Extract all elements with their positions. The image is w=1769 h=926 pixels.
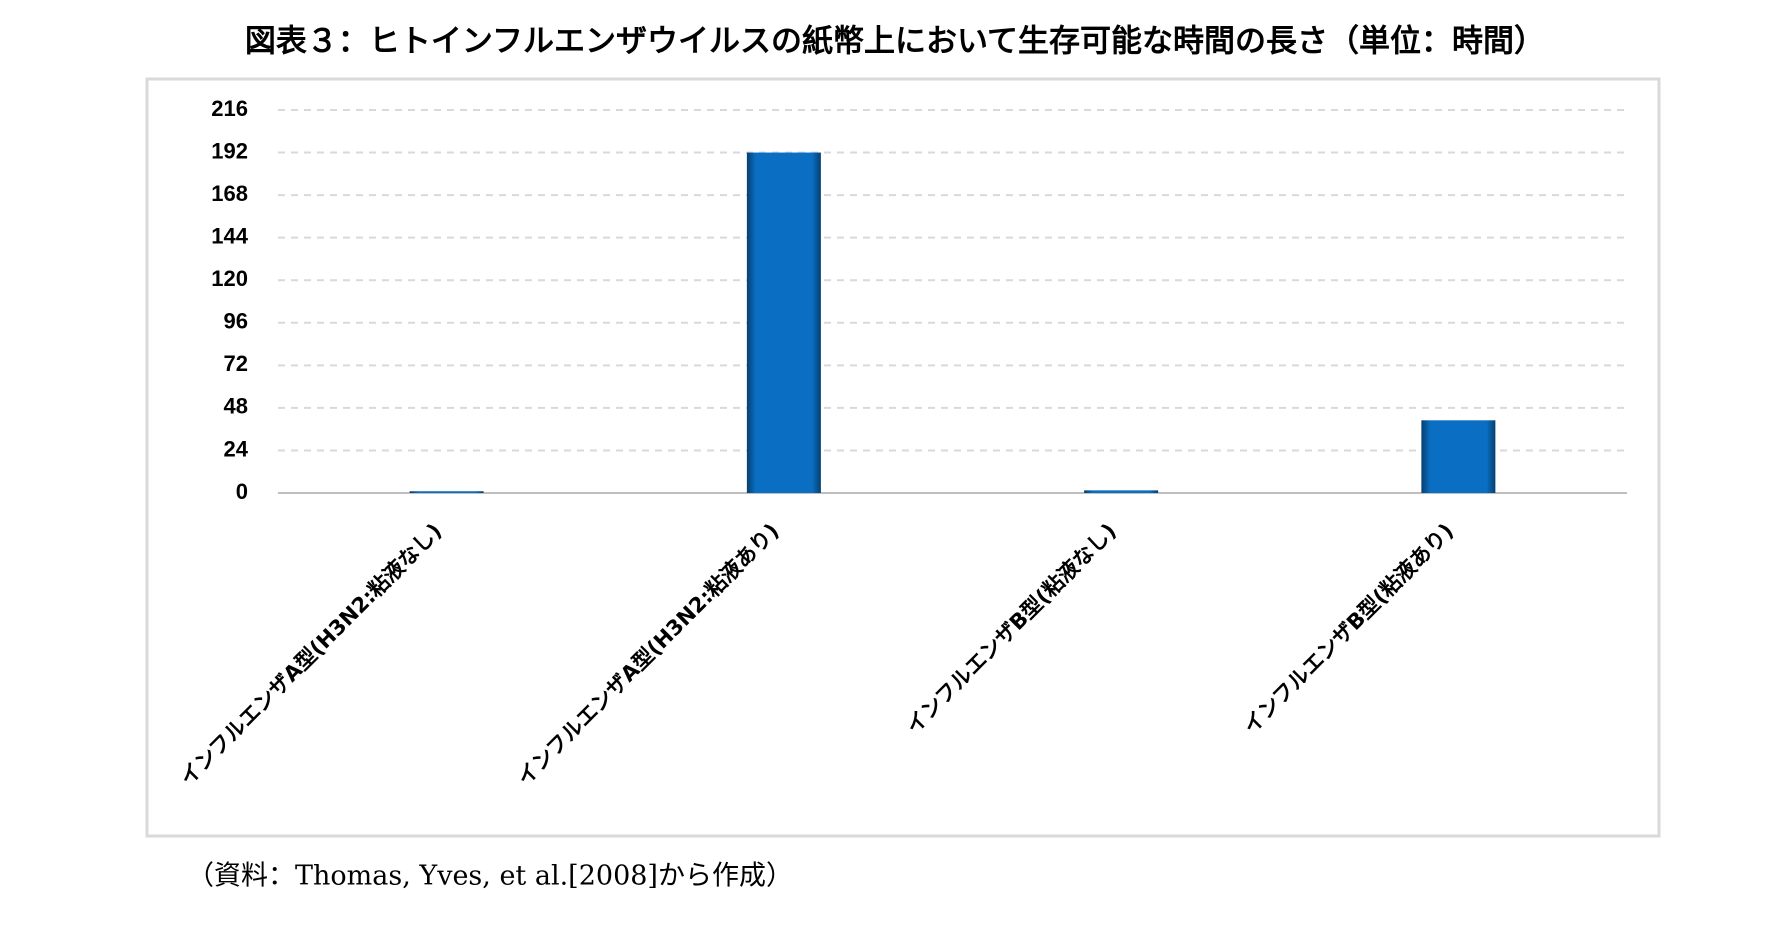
- y-tick-label: 48: [224, 394, 248, 419]
- chart-title: 図表３：ヒトインフルエンザウイルスの紙幣上において生存可能な時間の長さ（単位：時…: [245, 24, 1545, 60]
- y-tick-label: 168: [211, 181, 248, 206]
- y-tick-label: 96: [224, 309, 248, 334]
- plot-frame: [145, 77, 1661, 838]
- bar: [1084, 490, 1159, 493]
- bar: [746, 152, 821, 494]
- y-tick-label: 216: [211, 96, 248, 121]
- y-tick-label: 120: [211, 266, 248, 291]
- bar: [1421, 420, 1496, 493]
- y-tick-label: 72: [224, 351, 248, 376]
- bar: [409, 491, 484, 493]
- y-tick-label: 24: [224, 436, 249, 461]
- y-tick-label: 144: [211, 223, 248, 248]
- y-tick-label: 192: [211, 138, 248, 163]
- source-note: （資料：Thomas, Yves, et al.[2008]から作成）: [187, 861, 793, 892]
- y-tick-label: 0: [236, 479, 248, 504]
